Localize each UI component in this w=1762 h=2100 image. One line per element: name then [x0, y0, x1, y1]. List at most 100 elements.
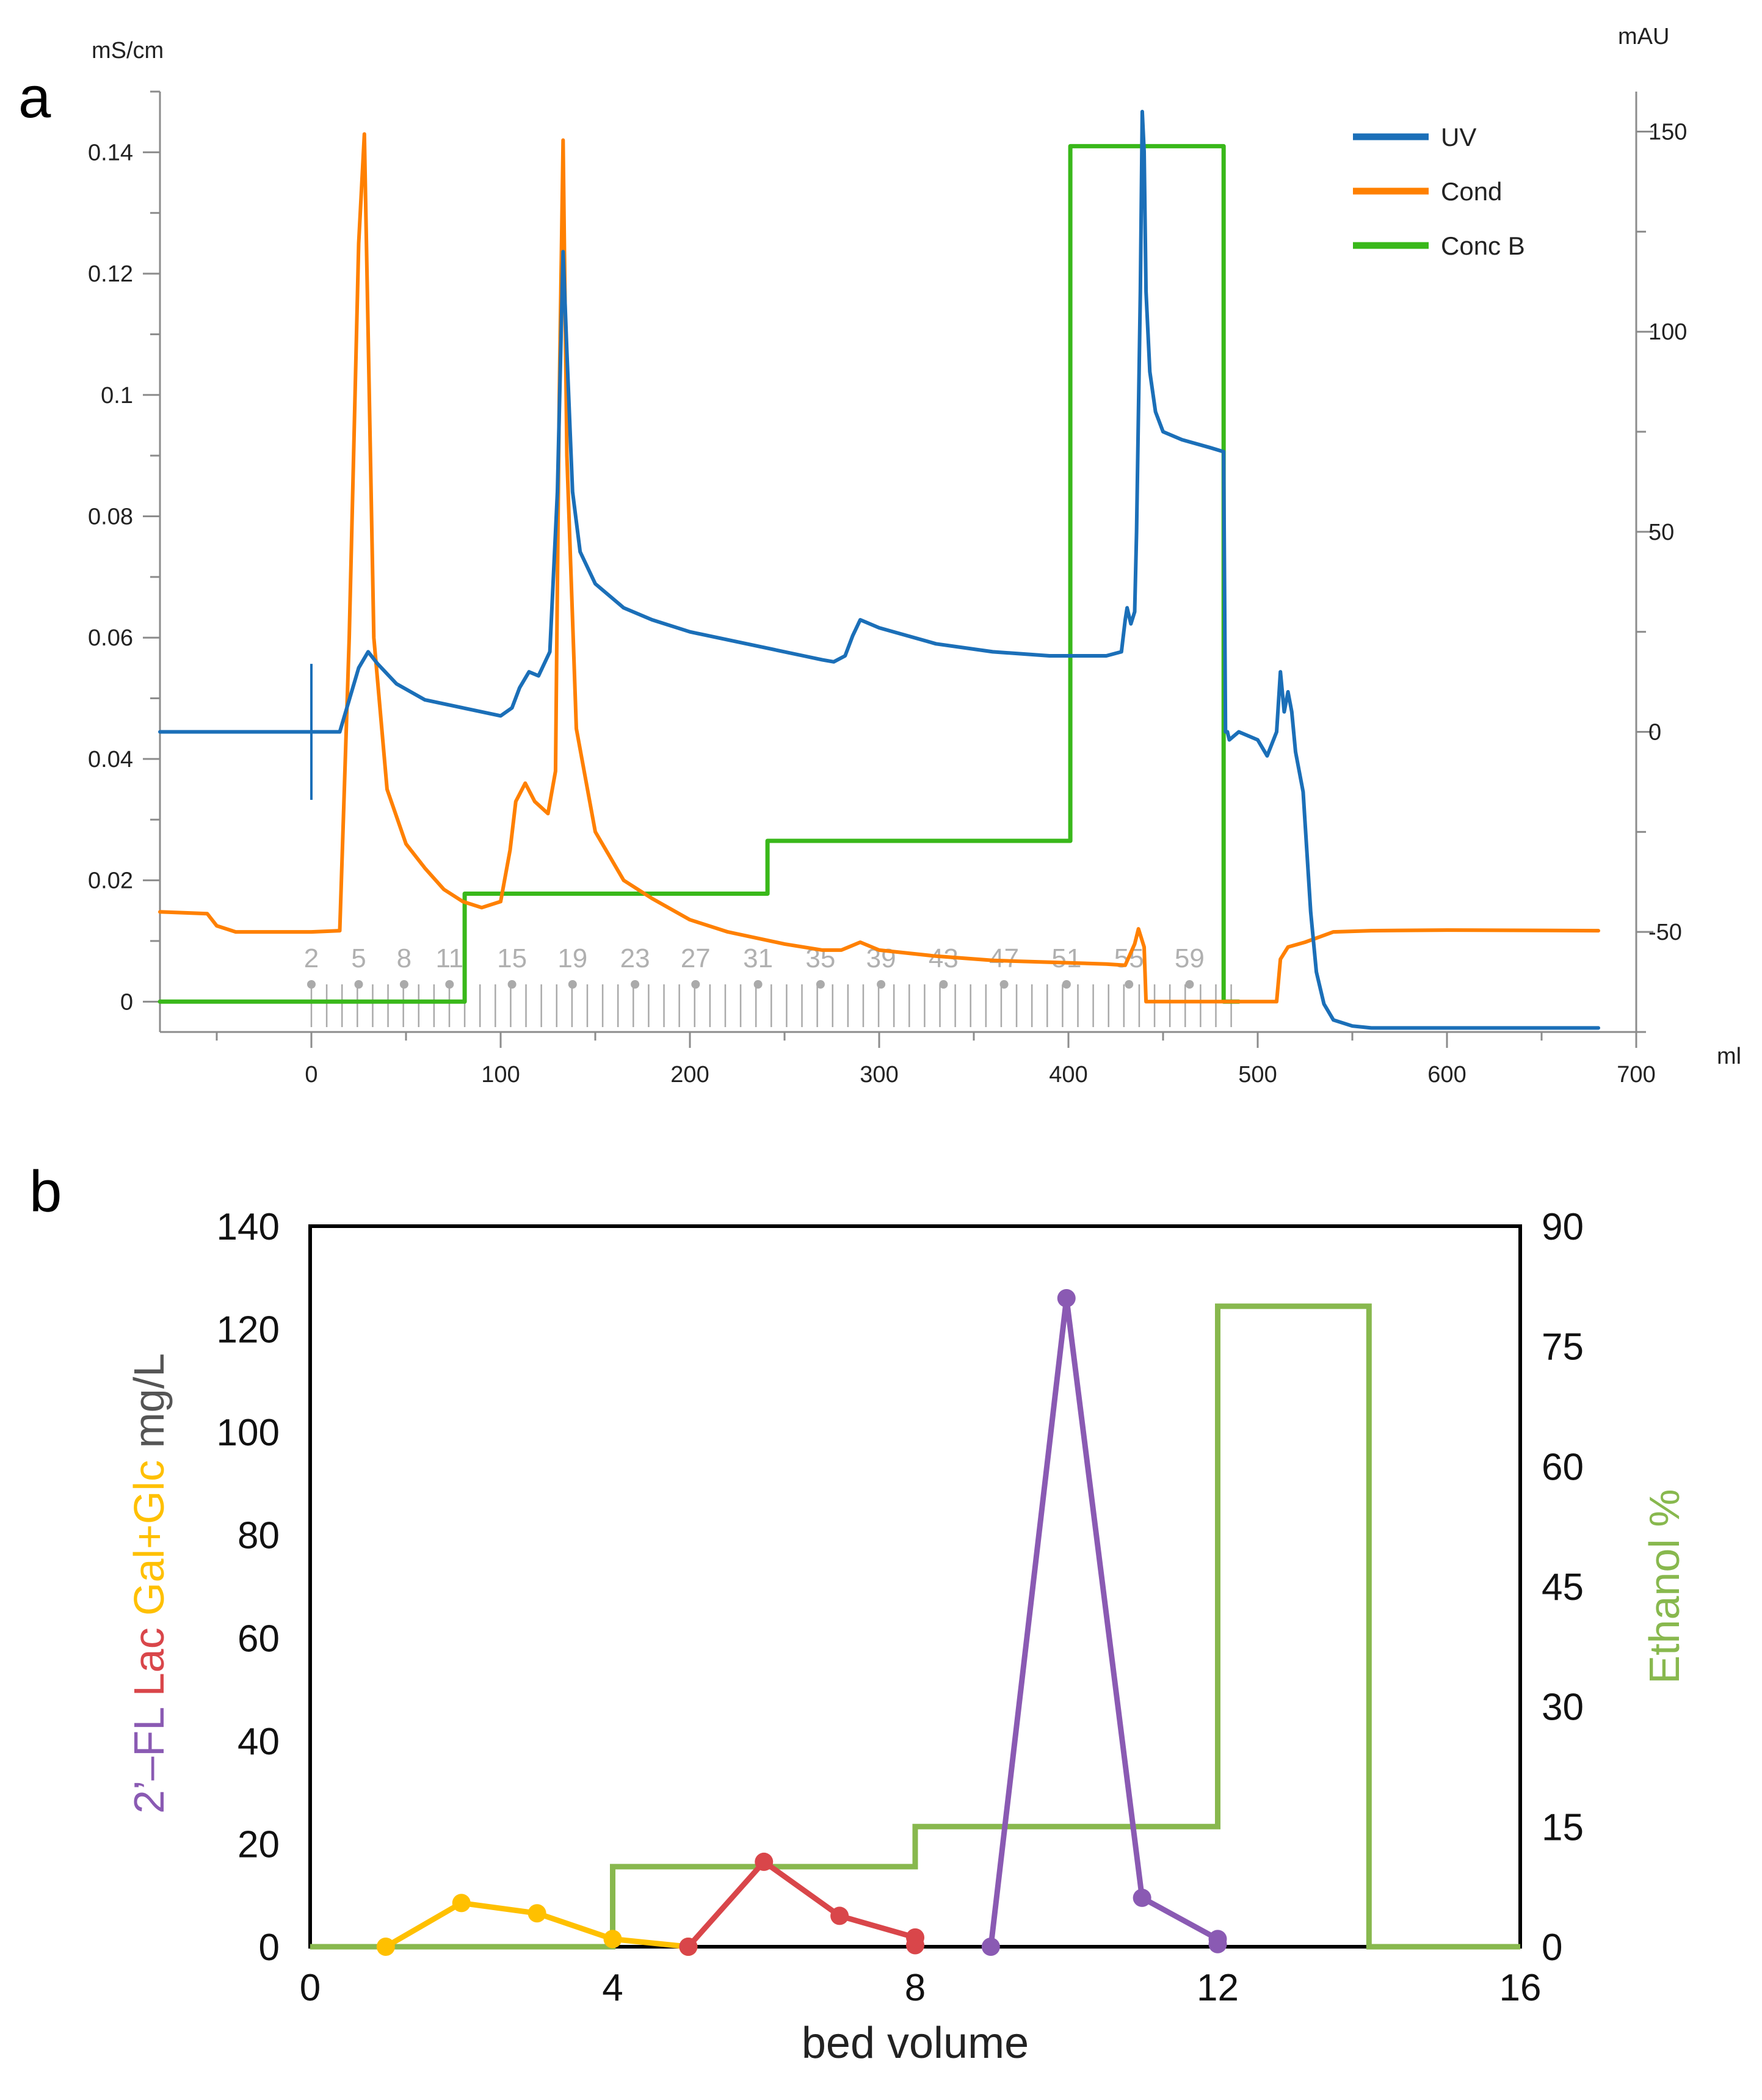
panel-b-left-tick-label: 100	[217, 1412, 280, 1454]
panel-a-right-tick-label: 0	[1648, 720, 1661, 746]
panel-a-x-tick-label: 400	[1049, 1062, 1087, 1088]
panel-a-x-tick-label: 300	[860, 1062, 898, 1088]
panel-b-axes: 0 20 40 60 80 100 120 140 0 15 30 45 60 75 90 0 4 8 12 16 be…	[217, 1206, 1688, 2068]
panel-b-left-tick-label: 40	[237, 1721, 280, 1763]
panel-b-point-2fl	[981, 1938, 1000, 1956]
panel-a-fraction-dot	[354, 980, 363, 989]
panel-b-x-axis-label: bed volume	[802, 2019, 1029, 2068]
panel-a-legend-label: Conc B	[1441, 231, 1525, 260]
panel-b-point-lac	[906, 1936, 924, 1955]
panel-b-right-tick-label: 75	[1542, 1326, 1584, 1368]
panel-a-left-tick-label: 0	[120, 989, 133, 1015]
panel-a-right-tick-label: 50	[1648, 520, 1674, 545]
panel-b-left-tick-label: 140	[217, 1206, 280, 1248]
panel-a-legend-label: Cond	[1441, 177, 1502, 206]
panel-a-fraction-dot	[877, 980, 886, 989]
panel-b-left-axis-label-part: 2’–FL	[125, 1708, 173, 1814]
panel-a-fraction-dot	[307, 980, 316, 989]
panel-b-left-tick-label: 0	[259, 1927, 280, 1969]
panel-a-fraction-label: 15	[497, 943, 527, 973]
panel-b-label: b	[29, 1159, 62, 1224]
panel-b-point-2fl	[1057, 1289, 1076, 1307]
panel-a-left-tick-label: 0.02	[88, 868, 133, 894]
panel-a-x-axis-unit: ml	[1717, 1044, 1741, 1069]
panel-a-left-tick-label: 0.06	[88, 625, 133, 651]
panel-a-x-tick-label: 500	[1238, 1062, 1277, 1088]
panel-b-point-lac	[679, 1938, 698, 1956]
panel-b-left-axis-label-part: Lac	[125, 1627, 173, 1708]
panel-a-right-tick-label: 100	[1648, 319, 1687, 345]
panel-b-right-tick-label: 30	[1542, 1687, 1584, 1729]
panel-a-legend: UV Cond Conc B	[1353, 123, 1525, 260]
panel-a-fraction-dot	[507, 980, 517, 989]
panel-b-left-axis-label-part: Gal+Glc	[125, 1460, 173, 1627]
panel-b-point-2fl	[1133, 1888, 1151, 1907]
panel-a-series-uv	[158, 109, 1600, 1030]
panel-b-series-ethanol	[310, 1303, 1520, 1950]
panel-a-left-tick-label: 0.04	[88, 747, 133, 772]
panel-b-point-2fl	[1208, 1935, 1227, 1953]
panel-b-x-tick-label: 16	[1499, 1967, 1542, 2009]
panel-a-fraction-dot	[939, 980, 948, 989]
panel-a-fraction-label: 11	[435, 943, 463, 973]
panel-b-series	[310, 1289, 1520, 1956]
panel-a-fraction-label: 51	[1051, 943, 1081, 973]
panel-a-fraction-dot	[399, 980, 408, 989]
panel-a-fraction-dot	[691, 980, 700, 989]
panel-b-left-tick-label: 120	[217, 1309, 280, 1351]
panel-a-fraction-dot	[445, 980, 454, 989]
panel-a-fraction-label: 2	[304, 943, 319, 973]
panel-a-legend-label: UV	[1441, 123, 1476, 151]
panel-a-fraction-dot	[631, 980, 640, 989]
panel-a-fraction-label: 5	[351, 943, 366, 973]
panel-b-left-tick-label: 80	[237, 1515, 280, 1557]
panel-a-x-tick-label: 700	[1617, 1062, 1655, 1088]
panel-b-right-tick-label: 0	[1542, 1927, 1562, 1969]
panel-a-left-tick-label: 0.14	[88, 140, 133, 165]
panel-a-fraction-markers: 2 5 8 11 15 19 23 27 31 35 39 43 47 51 55 59	[304, 943, 1232, 1027]
panel-b-point-gal-glc	[376, 1938, 395, 1956]
panel-a-fraction-dot	[816, 980, 825, 989]
panel-a-axes: 00.020.040.060.080.10.120.14-50050100150…	[88, 24, 1741, 1088]
panel-b-right-tick-label: 90	[1542, 1206, 1584, 1248]
panel-a-fraction-label: 27	[681, 943, 711, 973]
panel-a-fraction-label: 47	[989, 943, 1019, 973]
panel-b-x-tick-label: 12	[1197, 1967, 1239, 2009]
panel-a-right-tick-label: 150	[1648, 120, 1687, 145]
panel-b-left-tick-label: 60	[237, 1618, 280, 1660]
panel-b-left-axis-label-part: mg/L	[125, 1353, 173, 1460]
panel-a-fraction-dot	[1062, 980, 1071, 989]
panel-a-fraction-dot	[753, 980, 763, 989]
panel-a-series-conc-b	[158, 144, 1241, 1004]
panel-b-right-tick-label: 45	[1542, 1566, 1584, 1608]
panel-a-left-tick-label: 0.12	[88, 261, 133, 287]
panel-a-x-tick-label: 0	[305, 1062, 317, 1088]
panel-a-fraction-dot	[568, 980, 577, 989]
panel-b-chart: 0 20 40 60 80 100 120 140 0 15 30 45 60 75 90 0 4 8 12 16 be…	[125, 1206, 1688, 2068]
panel-b-x-tick-label: 4	[602, 1967, 623, 2009]
panel-b-left-tick-label: 20	[237, 1823, 280, 1866]
panel-a-label: a	[18, 65, 51, 130]
panel-b-series-lac	[686, 1859, 918, 1949]
panel-a-series	[158, 109, 1600, 1030]
panel-a-fraction-label: 19	[557, 943, 587, 973]
panel-b-left-axis-label: 2’–FL Lac Gal+Glc mg/L	[125, 1353, 173, 1814]
panel-a-left-tick-label: 0.08	[88, 504, 133, 529]
panel-a-left-tick-label: 0.1	[101, 383, 133, 409]
panel-a-x-tick-label: 100	[481, 1062, 520, 1088]
panel-a-series-cond	[158, 132, 1600, 1004]
panel-a-fraction-dot	[1125, 980, 1134, 989]
panel-b-x-tick-label: 8	[905, 1967, 926, 2009]
panel-a-fraction-label: 8	[397, 943, 411, 973]
panel-a-right-tick-label: -50	[1648, 920, 1682, 945]
panel-a-x-tick-label: 200	[670, 1062, 709, 1088]
panel-b-series-2fl	[988, 1295, 1220, 1947]
panel-b-point-lac	[830, 1906, 849, 1925]
panel-a-chart: 00.020.040.060.080.10.120.14-50050100150…	[88, 24, 1741, 1088]
panel-a-left-axis-unit: mS/cm	[92, 38, 164, 64]
panel-b-x-tick-label: 0	[300, 1967, 321, 2009]
panel-b-point-gal-glc	[528, 1904, 546, 1923]
panel-a-fraction-label: 23	[620, 943, 650, 973]
panel-a-fraction-label: 59	[1175, 943, 1205, 973]
